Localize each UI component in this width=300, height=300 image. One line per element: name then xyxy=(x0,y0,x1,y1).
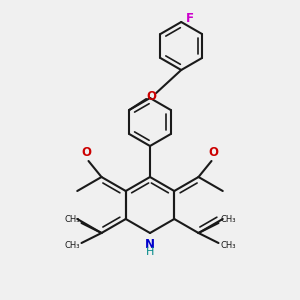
Text: O: O xyxy=(82,146,92,160)
Text: H: H xyxy=(146,247,154,257)
Text: CH₃: CH₃ xyxy=(220,242,236,250)
Text: CH₃: CH₃ xyxy=(64,242,80,250)
Text: CH₃: CH₃ xyxy=(64,215,80,224)
Text: O: O xyxy=(146,89,156,103)
Text: F: F xyxy=(186,13,194,26)
Text: N: N xyxy=(145,238,155,251)
Text: O: O xyxy=(208,146,218,160)
Text: CH₃: CH₃ xyxy=(220,215,236,224)
